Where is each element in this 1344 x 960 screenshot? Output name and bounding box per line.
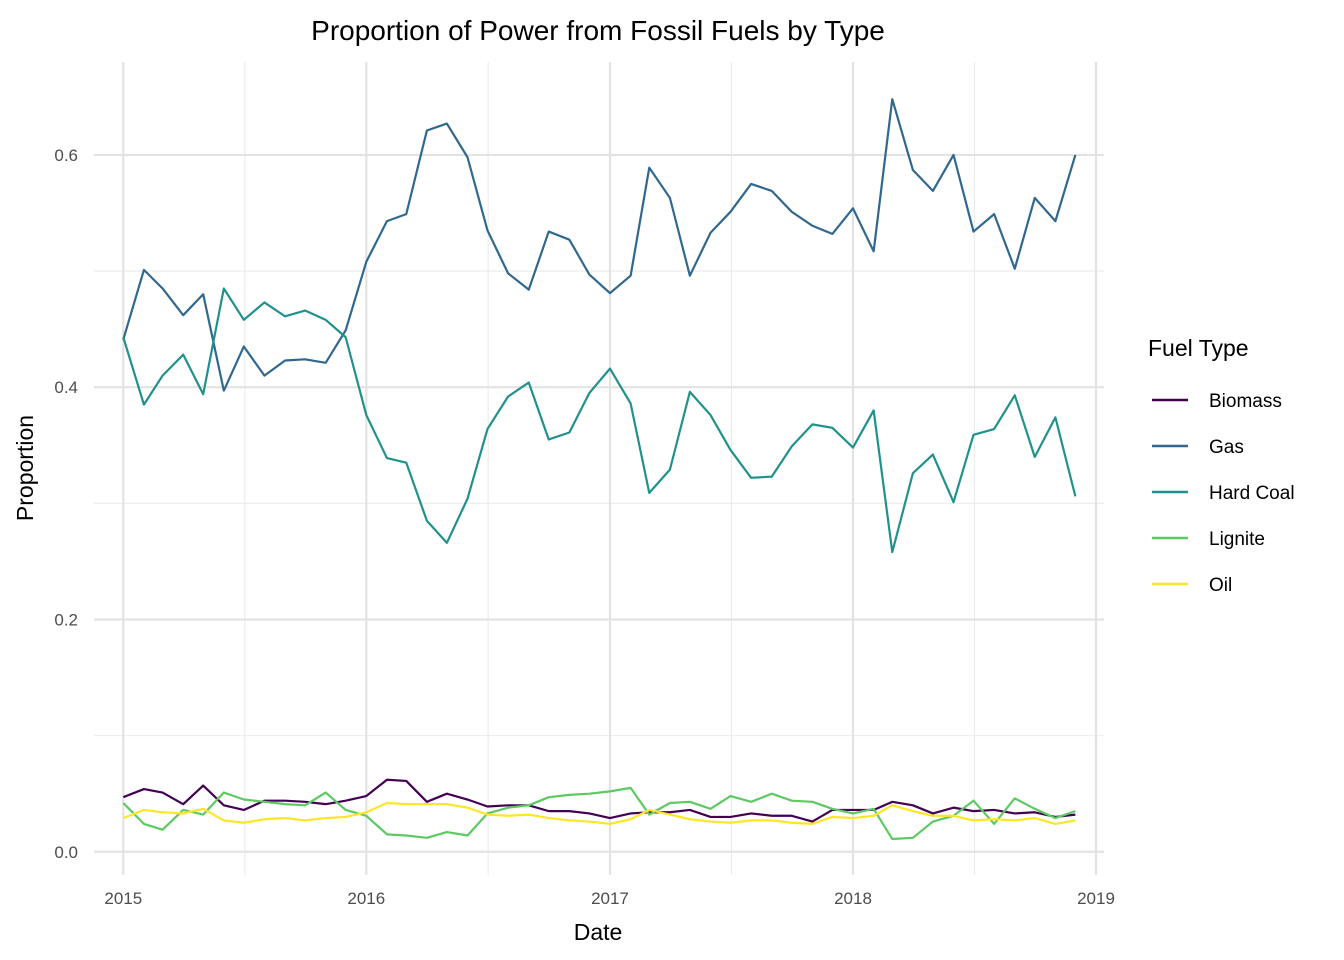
series-line-gas xyxy=(122,98,1077,392)
y-tick-label: 0.2 xyxy=(54,610,78,629)
legend-label-lignite: Lignite xyxy=(1209,529,1265,550)
legend-title: Fuel Type xyxy=(1148,335,1249,361)
legend-label-oil: Oil xyxy=(1209,575,1232,596)
x-axis-title: Date xyxy=(574,919,623,945)
legend-label-hard-coal: Hard Coal xyxy=(1209,483,1295,504)
legend-label-biomass: Biomass xyxy=(1209,391,1282,412)
series-line-lignite xyxy=(122,786,1076,841)
y-axis-ticks: 0.0 0.2 0.4 0.6 xyxy=(54,146,78,862)
x-axis-ticks: 2015 2016 2017 2018 2019 xyxy=(104,889,1115,908)
y-axis-title: Proportion xyxy=(12,415,38,521)
legend: Fuel Type Biomass Gas Hard Coal Lignite Oil xyxy=(1148,335,1295,596)
series-line-oil xyxy=(122,801,1076,826)
legend-items: Biomass Gas Hard Coal Lignite Oil xyxy=(1152,391,1295,596)
series-line-biomass xyxy=(122,778,1076,823)
x-tick-label: 2016 xyxy=(347,889,385,908)
y-tick-label: 0.4 xyxy=(54,378,78,397)
x-tick-label: 2019 xyxy=(1077,889,1115,908)
x-tick-label: 2017 xyxy=(591,889,629,908)
series-lines xyxy=(122,98,1077,841)
grid xyxy=(94,62,1104,875)
chart-title: Proportion of Power from Fossil Fuels by… xyxy=(311,15,885,46)
legend-label-gas: Gas xyxy=(1209,437,1244,458)
x-tick-label: 2015 xyxy=(104,889,142,908)
series-line-hard-coal xyxy=(122,287,1077,554)
y-tick-label: 0.6 xyxy=(54,146,78,165)
y-tick-label: 0.0 xyxy=(54,843,78,862)
x-tick-label: 2018 xyxy=(834,889,872,908)
